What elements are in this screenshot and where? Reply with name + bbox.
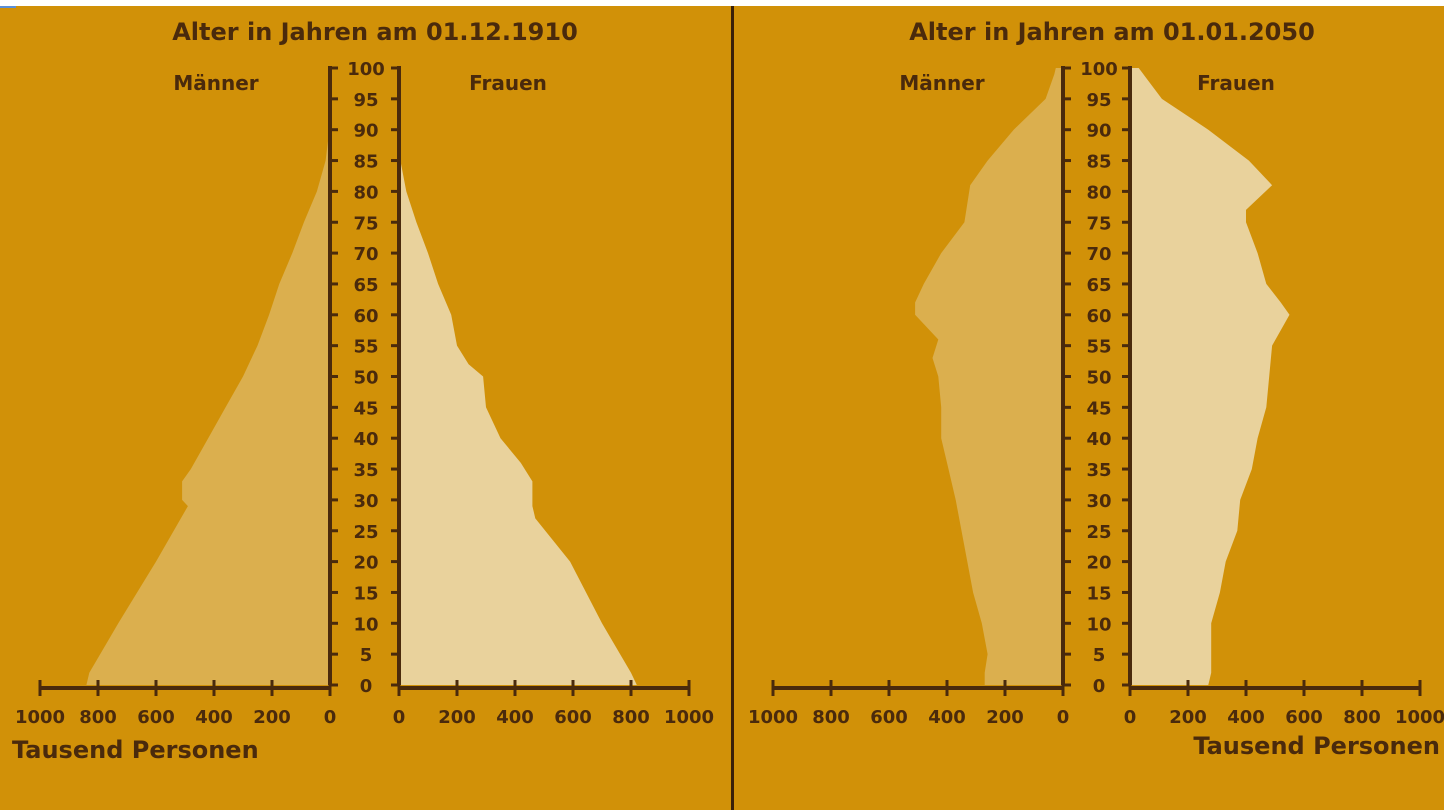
x-tick-label-left: 200 [986, 707, 1024, 728]
age-tick-label: 95 [1086, 90, 1111, 111]
x-tick-label-left: 800 [812, 707, 850, 728]
x-tick-label-left: 200 [253, 707, 291, 728]
age-tick-label: 15 [353, 583, 378, 604]
age-tick-label: 85 [353, 152, 378, 173]
x-tick-label-left: 800 [79, 707, 117, 728]
x-tick-label-left: 1000 [748, 707, 798, 728]
x-tick-label-left: 0 [1057, 707, 1070, 728]
x-tick-label-right: 600 [554, 707, 592, 728]
age-tick-label: 75 [353, 213, 378, 234]
x-tick-label-right: 0 [393, 707, 406, 728]
age-tick-label: 70 [353, 244, 378, 265]
age-tick-label: 65 [1086, 275, 1111, 296]
x-tick-label-right: 600 [1285, 707, 1323, 728]
age-tick-label: 30 [1086, 491, 1111, 512]
age-tick-label: 5 [360, 645, 373, 666]
age-tick-label: 20 [1086, 553, 1111, 574]
x-axis-title: Tausend Personen [1193, 732, 1440, 760]
x-axis-title: Tausend Personen [12, 736, 259, 764]
age-tick-label: 30 [353, 491, 378, 512]
pyramid-1910: 0 5 10 15 20 25 30 35 40 45 50 55 60 65 70 75 80 85 90 95 10… [12, 18, 714, 764]
age-tick-label: 90 [353, 121, 378, 142]
male-population-area [86, 117, 331, 685]
age-tick-label: 60 [1086, 306, 1111, 327]
age-tick-label: 55 [1086, 337, 1111, 358]
x-tick-label-right: 200 [438, 707, 476, 728]
age-tick-label: 65 [353, 275, 378, 296]
x-tick-label-right: 400 [496, 707, 534, 728]
age-tick-label: 35 [353, 460, 378, 481]
x-tick-label-left: 400 [928, 707, 966, 728]
x-tick-label-right: 200 [1169, 707, 1207, 728]
age-tick-label: 90 [1086, 121, 1111, 142]
age-tick-label: 20 [353, 553, 378, 574]
age-tick-label: 40 [353, 429, 378, 450]
age-tick-label: 35 [1086, 460, 1111, 481]
female-label: Frauen [1197, 71, 1275, 95]
age-tick-label: 15 [1086, 583, 1111, 604]
age-tick-label: 60 [353, 306, 378, 327]
x-tick-label-left: 600 [870, 707, 908, 728]
x-tick-label-right: 400 [1227, 707, 1265, 728]
age-tick-label: 5 [1093, 645, 1106, 666]
age-tick-label: 95 [353, 90, 378, 111]
female-label: Frauen [469, 71, 547, 95]
age-tick-label: 80 [353, 182, 378, 203]
age-tick-label: 50 [353, 368, 378, 389]
female-population-area [399, 142, 637, 685]
top-border [0, 0, 1444, 6]
x-tick-label-left: 400 [195, 707, 233, 728]
age-tick-label: 45 [1086, 398, 1111, 419]
age-tick-label: 80 [1086, 182, 1111, 203]
x-tick-label-left: 1000 [15, 707, 65, 728]
age-tick-label: 100 [1080, 59, 1118, 80]
male-label: Männer [173, 71, 258, 95]
pyramid-2050: 0 5 10 15 20 25 30 35 40 45 50 55 60 65 70 75 80 85 90 95 10… [748, 18, 1444, 760]
x-tick-label-right: 1000 [664, 707, 714, 728]
x-tick-label-right: 0 [1124, 707, 1137, 728]
age-tick-label: 75 [1086, 213, 1111, 234]
x-tick-label-left: 600 [137, 707, 175, 728]
chart-title: Alter in Jahren am 01.12.1910 [172, 18, 578, 46]
age-tick-label: 55 [353, 337, 378, 358]
female-population-area [1130, 68, 1290, 685]
age-tick-label: 10 [353, 614, 378, 635]
age-tick-label: 0 [1093, 676, 1106, 697]
age-tick-label: 85 [1086, 152, 1111, 173]
age-tick-label: 40 [1086, 429, 1111, 450]
x-tick-label-right: 800 [612, 707, 650, 728]
age-tick-label: 100 [347, 59, 385, 80]
male-population-area [915, 68, 1063, 685]
age-tick-label: 25 [1086, 522, 1111, 543]
panel-divider [731, 6, 734, 810]
age-tick-label: 10 [1086, 614, 1111, 635]
age-tick-label: 70 [1086, 244, 1111, 265]
male-label: Männer [899, 71, 984, 95]
x-tick-label-right: 1000 [1395, 707, 1444, 728]
top-left-accent [0, 6, 16, 8]
age-tick-label: 25 [353, 522, 378, 543]
x-tick-label-right: 800 [1343, 707, 1381, 728]
age-tick-label: 50 [1086, 368, 1111, 389]
x-tick-label-left: 0 [324, 707, 337, 728]
age-tick-label: 45 [353, 398, 378, 419]
age-tick-label: 0 [360, 676, 373, 697]
chart-title: Alter in Jahren am 01.01.2050 [909, 18, 1315, 46]
